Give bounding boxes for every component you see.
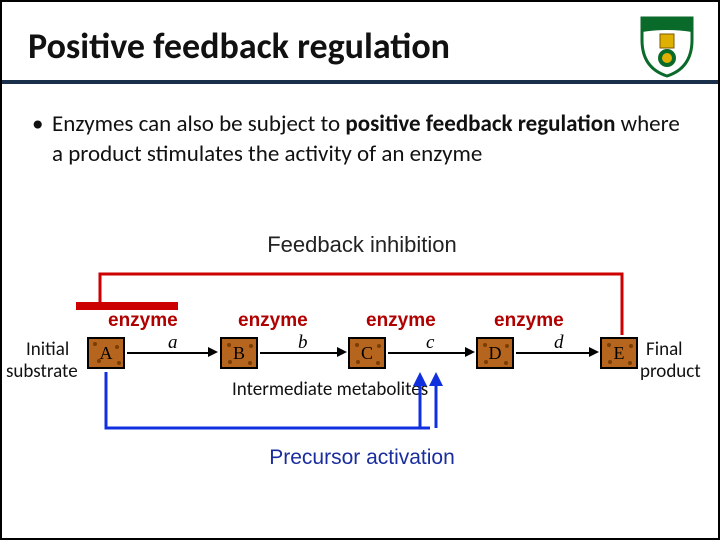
diagram: Feedback inhibition enzyme enzyme enzyme… — [32, 232, 692, 492]
university-logo — [632, 10, 702, 80]
feedback-lines — [32, 232, 692, 492]
slide-title: Positive feedback regulation — [28, 24, 450, 68]
body-prefix: Enzymes can also be subject to — [52, 110, 345, 138]
body-paragraph: Enzymes can also be subject to positive … — [52, 110, 688, 170]
body-bold: positive feedback regulation — [345, 110, 615, 138]
bullet-dot: • — [32, 110, 52, 170]
slide-frame: Positive feedback regulation • Enzymes c… — [0, 0, 720, 540]
title-rule — [2, 80, 720, 84]
body-text: • Enzymes can also be subject to positiv… — [32, 110, 688, 170]
